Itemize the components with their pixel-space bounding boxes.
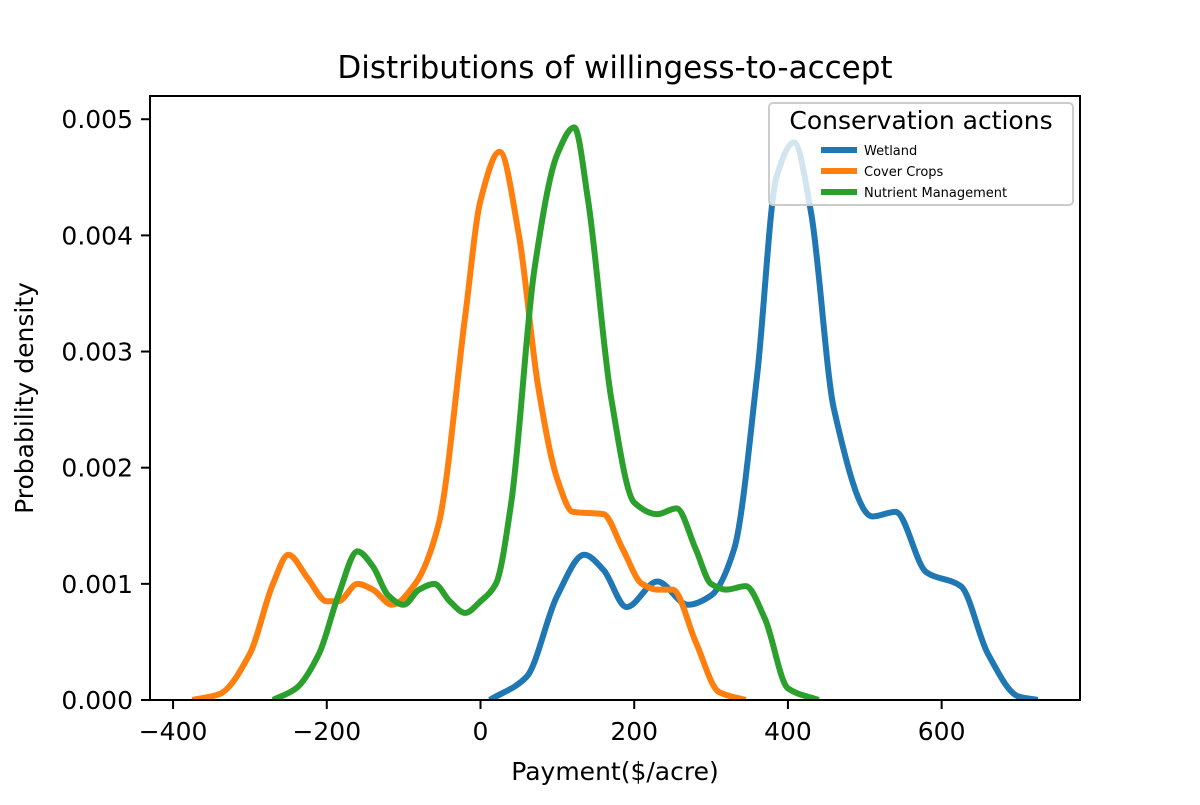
x-tick-label: 200 [610,717,658,746]
y-tick-label: 0.000 [61,686,133,715]
series-line-2 [271,124,820,700]
series-line-1 [191,148,747,700]
legend-label: Wetland [864,144,917,159]
series-lines [191,124,1039,700]
y-tick-label: 0.002 [61,454,133,483]
legend-title: Conservation actions [789,106,1052,135]
x-axis-ticks: −400 −200 0 200 400 600 [139,700,966,746]
y-tick-label: 0.005 [61,105,133,134]
y-axis-ticks: 0.000 0.001 0.002 0.003 0.004 0.005 [61,105,150,715]
x-axis-label: Payment($/acre) [511,757,718,786]
y-tick-label: 0.001 [61,570,133,599]
y-tick-label: 0.003 [61,338,133,367]
x-tick-label: −200 [292,717,361,746]
x-tick-label: 0 [473,717,489,746]
plot-frame [149,95,1081,701]
chart-title: Distributions of willingess-to-accept [337,50,892,86]
y-axis-label: Probability density [10,282,39,514]
x-tick-label: −400 [139,717,208,746]
x-tick-label: 400 [764,717,812,746]
series-line-0 [488,139,1039,700]
legend-entries: Wetland Cover Crops Nutrient Management [821,144,1007,201]
x-tick-label: 600 [918,717,966,746]
plot-area [149,95,1081,701]
y-tick-label: 0.004 [61,221,133,250]
legend-label: Nutrient Management [864,186,1007,201]
legend: Conservation actions Wetland Cover Crops N… [768,102,1074,206]
legend-box [768,102,1074,206]
legend-label: Cover Crops [864,165,944,180]
